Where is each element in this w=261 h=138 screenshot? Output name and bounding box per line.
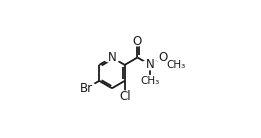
Text: Cl: Cl <box>119 90 130 103</box>
Ellipse shape <box>130 37 145 46</box>
Text: O: O <box>133 35 142 48</box>
Text: N: N <box>108 51 116 64</box>
Ellipse shape <box>161 59 190 71</box>
Text: CH₃: CH₃ <box>141 76 160 86</box>
Text: CH₃: CH₃ <box>166 60 185 70</box>
Ellipse shape <box>76 82 97 94</box>
Ellipse shape <box>136 75 165 87</box>
Ellipse shape <box>142 60 159 70</box>
Text: O: O <box>158 51 168 64</box>
Text: Br: Br <box>80 82 93 95</box>
Ellipse shape <box>155 53 171 62</box>
Text: N: N <box>146 58 155 71</box>
Ellipse shape <box>114 91 135 103</box>
Ellipse shape <box>103 53 121 62</box>
